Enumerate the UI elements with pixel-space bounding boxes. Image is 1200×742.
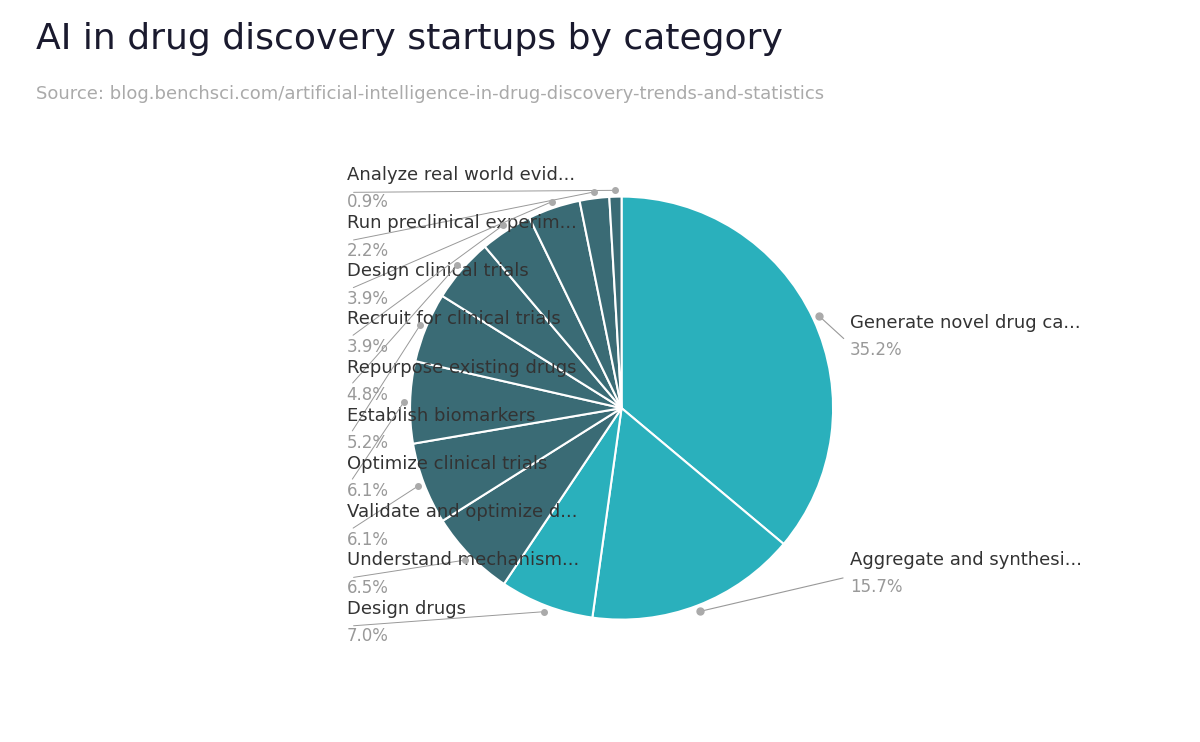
Text: Repurpose existing drugs: Repurpose existing drugs	[347, 358, 576, 377]
Text: 0.9%: 0.9%	[347, 194, 389, 211]
Text: 6.1%: 6.1%	[347, 482, 389, 500]
Wedge shape	[504, 408, 622, 617]
Text: Validate and optimize d...: Validate and optimize d...	[347, 503, 577, 521]
Wedge shape	[610, 197, 622, 408]
Text: 2.2%: 2.2%	[347, 242, 389, 260]
Text: 5.2%: 5.2%	[347, 434, 389, 453]
Wedge shape	[415, 296, 622, 408]
Text: Establish biomarkers: Establish biomarkers	[347, 407, 535, 424]
Text: 15.7%: 15.7%	[850, 578, 902, 597]
Wedge shape	[410, 361, 622, 444]
Text: Understand mechanism...: Understand mechanism...	[347, 551, 578, 569]
Text: Run preclinical experim...: Run preclinical experim...	[347, 214, 576, 232]
Wedge shape	[413, 408, 622, 521]
Text: 35.2%: 35.2%	[850, 341, 902, 359]
Wedge shape	[593, 408, 784, 620]
Text: Generate novel drug ca...: Generate novel drug ca...	[850, 314, 1081, 332]
Text: Aggregate and synthesi...: Aggregate and synthesi...	[850, 551, 1082, 569]
Text: 4.8%: 4.8%	[347, 386, 389, 404]
Text: 3.9%: 3.9%	[347, 338, 389, 356]
Text: Optimize clinical trials: Optimize clinical trials	[347, 455, 547, 473]
Text: AI in drug discovery startups by category: AI in drug discovery startups by categor…	[36, 22, 782, 56]
Wedge shape	[580, 197, 622, 408]
Text: 6.5%: 6.5%	[347, 579, 389, 597]
Wedge shape	[443, 408, 622, 584]
Text: Source: blog.benchsci.com/artificial-intelligence-in-drug-discovery-trends-and-s: Source: blog.benchsci.com/artificial-int…	[36, 85, 824, 103]
Wedge shape	[485, 217, 622, 408]
Text: Analyze real world evid...: Analyze real world evid...	[347, 166, 575, 184]
Text: Design drugs: Design drugs	[347, 600, 466, 617]
Wedge shape	[443, 246, 622, 408]
Text: Design clinical trials: Design clinical trials	[347, 262, 528, 280]
Text: Recruit for clinical trials: Recruit for clinical trials	[347, 310, 560, 329]
Text: 7.0%: 7.0%	[347, 627, 389, 645]
Wedge shape	[622, 197, 833, 544]
Text: 6.1%: 6.1%	[347, 531, 389, 548]
Wedge shape	[529, 201, 622, 408]
Text: 3.9%: 3.9%	[347, 289, 389, 308]
